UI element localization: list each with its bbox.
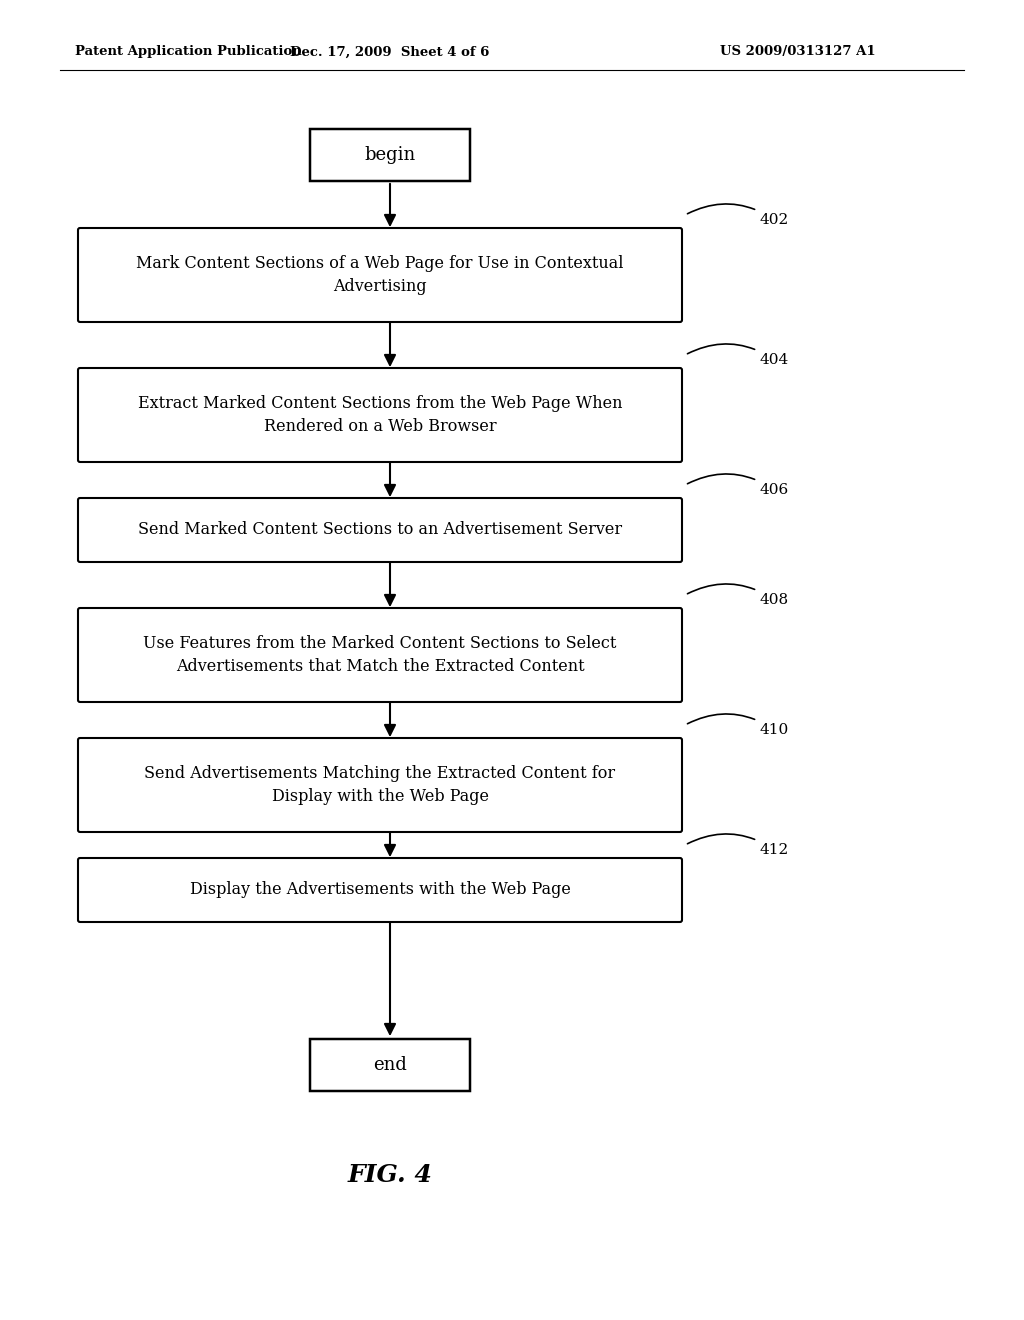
- Text: Display the Advertisements with the Web Page: Display the Advertisements with the Web …: [189, 882, 570, 899]
- Text: 404: 404: [687, 345, 790, 367]
- Text: 402: 402: [687, 205, 790, 227]
- Text: FIG. 4: FIG. 4: [347, 1163, 432, 1187]
- Text: Mark Content Sections of a Web Page for Use in Contextual
Advertising: Mark Content Sections of a Web Page for …: [136, 255, 624, 294]
- Text: Send Marked Content Sections to an Advertisement Server: Send Marked Content Sections to an Adver…: [138, 521, 622, 539]
- FancyBboxPatch shape: [78, 228, 682, 322]
- Text: Use Features from the Marked Content Sections to Select
Advertisements that Matc: Use Features from the Marked Content Sec…: [143, 635, 616, 675]
- Text: 410: 410: [687, 714, 790, 737]
- Text: 408: 408: [687, 583, 790, 607]
- Text: Send Advertisements Matching the Extracted Content for
Display with the Web Page: Send Advertisements Matching the Extract…: [144, 766, 615, 805]
- Text: 412: 412: [687, 834, 790, 857]
- FancyBboxPatch shape: [310, 1039, 470, 1092]
- Text: Dec. 17, 2009  Sheet 4 of 6: Dec. 17, 2009 Sheet 4 of 6: [291, 45, 489, 58]
- FancyBboxPatch shape: [310, 129, 470, 181]
- Text: end: end: [373, 1056, 407, 1074]
- Text: Extract Marked Content Sections from the Web Page When
Rendered on a Web Browser: Extract Marked Content Sections from the…: [138, 396, 623, 434]
- FancyBboxPatch shape: [78, 498, 682, 562]
- Text: US 2009/0313127 A1: US 2009/0313127 A1: [720, 45, 876, 58]
- Text: begin: begin: [365, 147, 416, 164]
- FancyBboxPatch shape: [78, 738, 682, 832]
- FancyBboxPatch shape: [78, 368, 682, 462]
- Text: 406: 406: [687, 474, 790, 498]
- Text: Patent Application Publication: Patent Application Publication: [75, 45, 302, 58]
- FancyBboxPatch shape: [78, 858, 682, 921]
- FancyBboxPatch shape: [78, 609, 682, 702]
